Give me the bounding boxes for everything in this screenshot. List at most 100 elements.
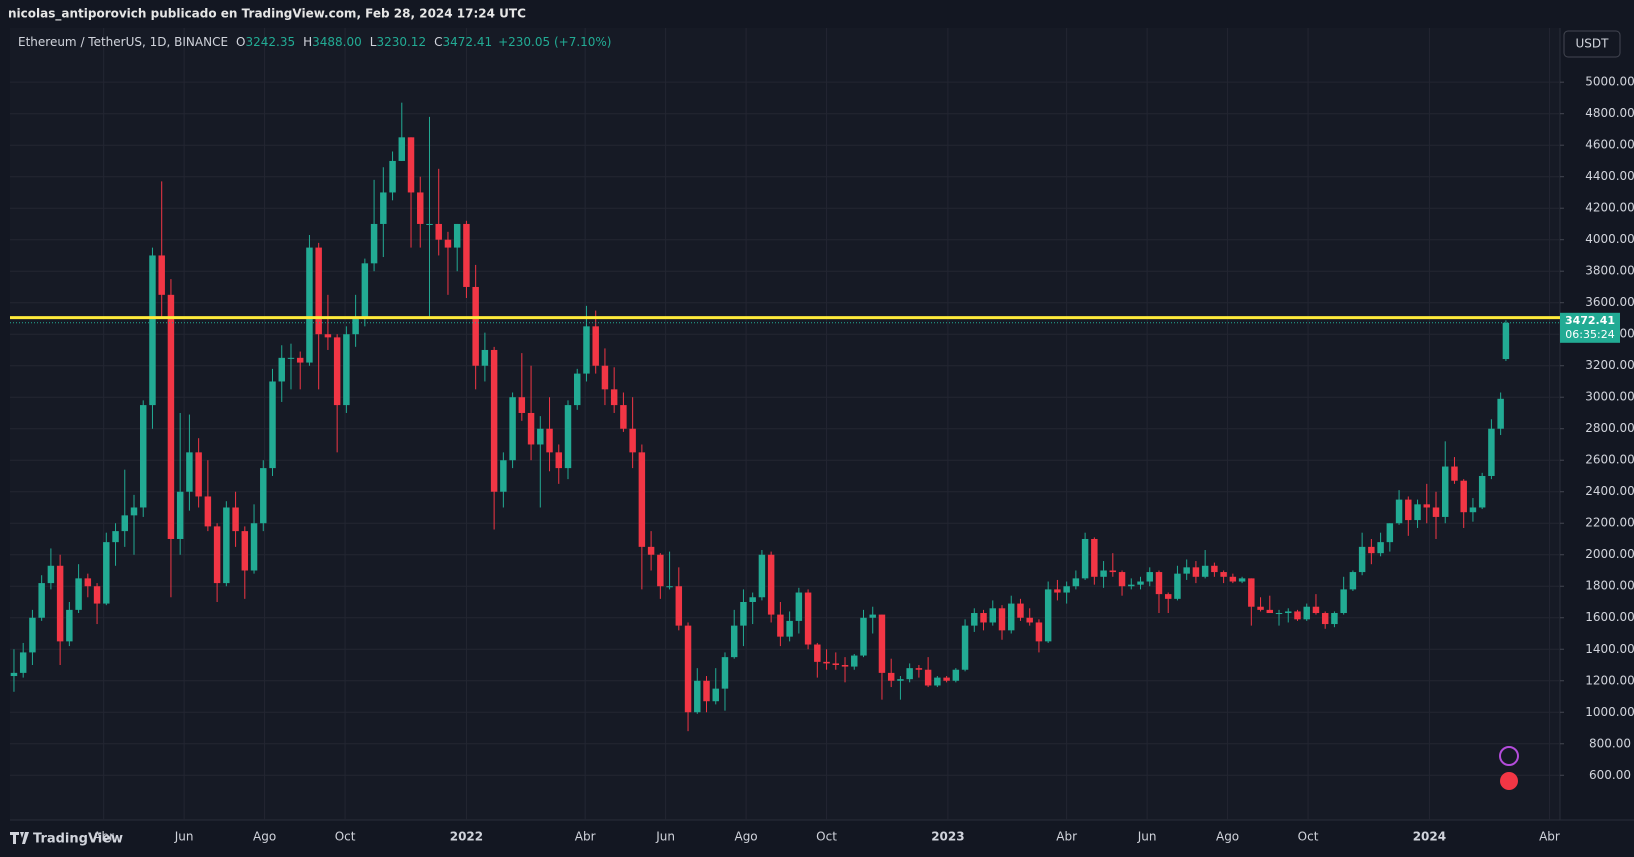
candle-body [897, 679, 904, 681]
candle-body [435, 223, 442, 240]
currency-button[interactable] [1563, 30, 1621, 58]
candle-body [527, 412, 535, 445]
candle-body [1137, 581, 1144, 585]
candle-body [1091, 538, 1098, 577]
candle-body [1285, 611, 1292, 614]
y-tick-label: 1400.00 [1585, 642, 1634, 656]
symbol-legend: Ethereum / TetherUS, 1D, BINANCE O3242.35… [18, 35, 612, 49]
y-tick-label: 1800.00 [1585, 579, 1634, 593]
candle-body [250, 523, 258, 571]
candle-body [84, 578, 92, 587]
candle-body [389, 160, 396, 193]
candle-body [1294, 611, 1301, 620]
y-tick-label: 3200.00 [1585, 358, 1634, 372]
candle-body [1340, 589, 1347, 614]
candle-body [1442, 466, 1449, 517]
candle-body [75, 578, 82, 610]
candle-body [186, 452, 193, 492]
x-tick-label: Abr [1056, 830, 1077, 844]
legend-item: 3472.41 [442, 35, 492, 49]
candle-body [1405, 499, 1412, 521]
y-tick-label: 1200.00 [1585, 673, 1634, 687]
candle-body [1063, 586, 1070, 593]
candle-body [121, 515, 128, 532]
y-tick-label: 2400.00 [1585, 484, 1634, 498]
y-tick-label: 4000.00 [1585, 232, 1634, 246]
candle-body [1183, 567, 1190, 574]
candle-body [38, 583, 45, 618]
candle-body [1488, 428, 1495, 476]
y-tick-label: 3800.00 [1585, 264, 1634, 278]
candle-body [851, 655, 858, 667]
y-tick-label: 3000.00 [1585, 390, 1634, 404]
candle-body [130, 507, 138, 516]
candle-body [1081, 538, 1089, 579]
candle-body [574, 373, 581, 406]
candle-body [1275, 613, 1283, 615]
legend-item: +230.05 (+7.10%) [498, 35, 611, 49]
candle-body [555, 452, 562, 469]
candle-body [260, 468, 267, 524]
candle-body [703, 680, 710, 702]
candle-body [1017, 603, 1024, 618]
candle-body [47, 565, 55, 584]
candle-body [564, 405, 572, 469]
candle-body [315, 247, 322, 335]
candle-body [1368, 546, 1375, 554]
x-tick-label: Oct [816, 830, 837, 844]
candle-body [1257, 606, 1264, 610]
candle-body [1266, 609, 1274, 614]
candle-body [167, 294, 175, 539]
candle-body [241, 531, 249, 571]
candle-body [149, 255, 156, 406]
candle-body [407, 137, 415, 193]
alert-icon[interactable] [1499, 746, 1519, 766]
legend-item: L [370, 35, 377, 49]
currency[interactable]: USDT [1576, 37, 1610, 51]
candle-body [906, 668, 913, 680]
candle-body [730, 625, 738, 658]
candle-body [684, 625, 692, 713]
candle-body [417, 192, 424, 224]
y-tick-label: 2000.00 [1585, 547, 1634, 561]
candle-body [444, 239, 452, 248]
y-tick-label: 600.00 [1589, 768, 1631, 782]
flag-icon[interactable] [1500, 772, 1518, 790]
legend-item: 3230.12 [376, 35, 426, 49]
candle-body [786, 620, 793, 637]
candle-body [1109, 570, 1117, 573]
candle-body [1220, 572, 1227, 577]
candle-body [1386, 523, 1394, 543]
candle-body [1423, 504, 1430, 508]
candle-body [952, 669, 960, 681]
x-tick-label: 2022 [450, 830, 483, 844]
candle-body [721, 657, 729, 689]
candle-body [675, 586, 683, 626]
candle-body [823, 661, 830, 664]
candle-body [537, 428, 544, 445]
candles [10, 102, 1510, 732]
candle-body [1377, 542, 1384, 554]
candle-body [1118, 572, 1126, 587]
candle-body [269, 381, 276, 469]
x-tick-label: Abr [1539, 830, 1560, 844]
candle-body [989, 608, 996, 623]
candle-body [306, 247, 313, 363]
candle-body [1414, 504, 1421, 521]
candle-body [1432, 507, 1440, 517]
candle-body [1303, 606, 1310, 620]
x-tick-label: Abr [93, 830, 114, 844]
publisher-line: nicolas_antiporovich publicado en Tradin… [8, 7, 526, 22]
candle-body [1331, 613, 1338, 625]
y-tick-label: 4600.00 [1585, 138, 1634, 152]
candle-body [694, 680, 701, 713]
candle-body [934, 677, 941, 686]
candle-body [1211, 565, 1218, 573]
x-tick-label: Oct [1298, 830, 1319, 844]
legend-item: Ethereum / TetherUS, 1D, BINANCE [18, 35, 228, 49]
candle-body [943, 677, 950, 681]
y-tick-label: 3600.00 [1585, 295, 1634, 309]
candle-body [278, 357, 285, 382]
candle-body [453, 223, 461, 248]
candle-body [1248, 578, 1255, 607]
